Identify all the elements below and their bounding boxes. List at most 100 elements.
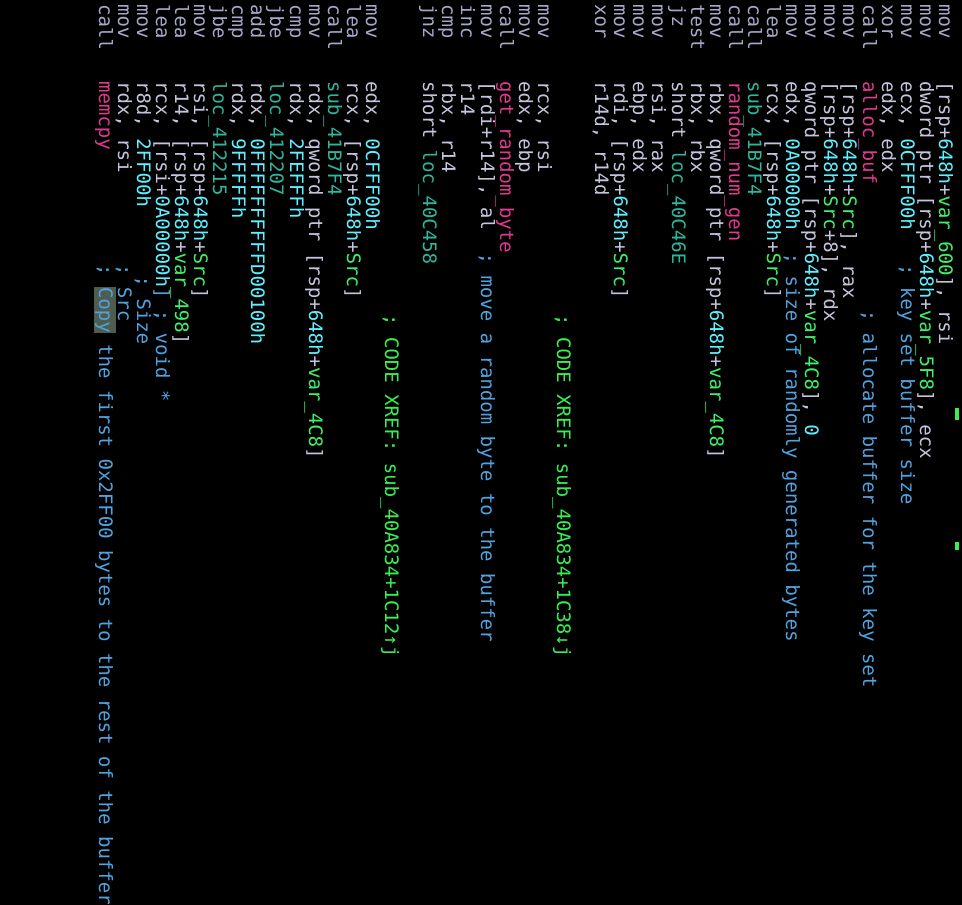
comment: Copy <box>93 286 116 333</box>
opcode: mov <box>112 4 135 39</box>
operands: edx, edx <box>877 81 899 173</box>
operand-text: rcx, [rsp+ <box>762 81 785 196</box>
stack-var[interactable]: Src <box>838 195 861 230</box>
operand-text: rdx, <box>227 81 250 139</box>
operand-text: rcx, [rsi+ <box>150 81 173 196</box>
operand-text: rbx, qword ptr [rsp+ <box>704 81 727 310</box>
immediate: 648h <box>934 138 956 184</box>
operand-text: + <box>170 241 192 253</box>
immediate: 648h <box>189 195 212 242</box>
operand-text: ] <box>189 286 212 299</box>
operand-text: +8], rdx <box>819 229 842 322</box>
operand-text: r8d, <box>131 81 154 139</box>
operands: random_num_gen <box>724 81 746 241</box>
operands: edx, ebp <box>514 81 536 173</box>
operand-text: [rsp+ <box>934 81 956 139</box>
operands: dword ptr [rsp+648h+var_5F8], ecx <box>915 81 937 459</box>
operand-text: ecx, <box>895 81 918 139</box>
operand-text: r14, [rsp+ <box>170 81 192 196</box>
opcode: jz <box>666 4 689 27</box>
operand-text: + <box>762 241 785 253</box>
immediate: 9FFFFFh <box>227 138 250 219</box>
immediate: 0 <box>800 424 823 436</box>
stack-var[interactable]: Src <box>189 252 212 287</box>
opcode: jbe <box>265 4 288 39</box>
operand-text: edx, <box>781 81 804 139</box>
immediate: 648h <box>341 195 364 242</box>
operands: short loc_40C458 <box>418 81 440 264</box>
operand-text: r14d, r14d <box>590 81 613 196</box>
comment: ; Src <box>112 172 135 322</box>
operands: r14d, r14d <box>590 81 612 195</box>
label-ref[interactable]: sub_41B7F4 <box>322 81 345 196</box>
immediate: 2FF00h <box>131 138 154 207</box>
stack-var[interactable]: var_498 <box>170 252 192 333</box>
label-ref[interactable]: loc_412207 <box>265 81 288 196</box>
label-ref[interactable]: loc_412215 <box>208 81 231 196</box>
operand-text: rcx, [rsp+ <box>341 81 364 196</box>
opcode: mov <box>781 4 804 39</box>
opcode: test <box>685 4 708 50</box>
opcode: mov <box>838 4 861 39</box>
operand-text: ] <box>303 447 326 459</box>
label-ref[interactable]: sub_41B7F4 <box>743 81 765 196</box>
operand-text: + <box>303 355 326 367</box>
operands: alloc_buf ; allocate buffer for the key … <box>858 81 880 687</box>
operand-text: ] <box>341 286 364 299</box>
opcode: mov <box>131 4 154 39</box>
opcode: mov <box>513 4 536 39</box>
operand-text: + <box>819 183 842 196</box>
operand-text: edx, <box>361 81 383 139</box>
comment: ; allocate buffer for the key set <box>857 183 880 688</box>
stack-var[interactable]: var_4C8 <box>704 367 727 448</box>
comment: ; <box>93 149 116 287</box>
operand-text: ebp, edx <box>628 81 651 173</box>
code-xref-comment[interactable]: ; CODE XREF: sub_40A834+1C12↑j <box>380 314 403 658</box>
operand-text: ] <box>704 447 727 459</box>
stack-var[interactable]: Src <box>609 252 632 287</box>
opcode: xor <box>876 4 899 39</box>
operands: rbx, r14 <box>437 81 459 173</box>
operand-text: [rsp+ <box>819 81 842 139</box>
opcode: call <box>93 4 116 50</box>
operand-text: [rdi+r14], al <box>475 81 498 230</box>
opcode: call <box>723 4 746 50</box>
operands: rsi, rax <box>648 81 670 173</box>
immediate: 648h <box>838 138 861 184</box>
label-ref[interactable]: loc_40C458 <box>418 149 441 265</box>
function-ref[interactable]: alloc_buf <box>857 81 880 184</box>
operands: rdx, 2FEFFFh <box>285 81 307 218</box>
function-ref[interactable]: memcpy <box>93 81 116 150</box>
label-ref[interactable]: loc_40C46E <box>666 149 689 265</box>
operand-text: r14 <box>456 81 479 116</box>
opcode: mov <box>303 4 326 39</box>
operand-text: + <box>914 298 937 310</box>
immediate: 648h <box>762 195 785 242</box>
stack-var[interactable]: var_4C8 <box>800 309 823 390</box>
operands: rdx, 9FFFFFh <box>227 81 249 218</box>
operands: rsi, [rsp+648h+Src] <box>189 81 211 298</box>
opcode: cmp <box>227 4 250 39</box>
opcode: call <box>322 4 345 50</box>
operands: sub_41B7F4 <box>743 81 765 195</box>
operands: [rsp+648h+var_600], rsi <box>934 81 956 344</box>
comment: the first 0x2FF00 bytes to the rest of t… <box>93 332 116 905</box>
comment: ; move a random byte to the buffer <box>475 229 498 642</box>
stack-var[interactable]: var_4C8 <box>303 367 326 448</box>
stack-var[interactable]: Src <box>341 252 364 287</box>
function-ref[interactable]: get_random_byte <box>494 81 517 253</box>
code-xref-comment[interactable]: ; CODE XREF: sub_40A834+1C38↓j <box>552 314 574 658</box>
function-ref[interactable]: random_num_gen <box>723 81 746 242</box>
stack-var[interactable]: Src <box>762 252 785 287</box>
operand-text: [rsp+ <box>838 81 861 139</box>
operands: rdx, 0FFFFFFFFFFD00100h <box>246 81 268 344</box>
disassembly-view: mov [rsp+648h+var_600], rsi mov dword ptr [… <box>93 4 956 905</box>
stack-var[interactable]: var_5F8 <box>914 309 937 390</box>
operand-text: + <box>609 241 632 253</box>
stack-var[interactable]: Src <box>819 195 842 230</box>
opcode: mov <box>475 4 498 39</box>
stack-var[interactable]: var_600 <box>934 195 956 276</box>
operand-text: rdx, <box>246 81 269 139</box>
opcode: mov <box>532 4 555 39</box>
operand-text: rdi, [rsp+ <box>609 81 632 196</box>
